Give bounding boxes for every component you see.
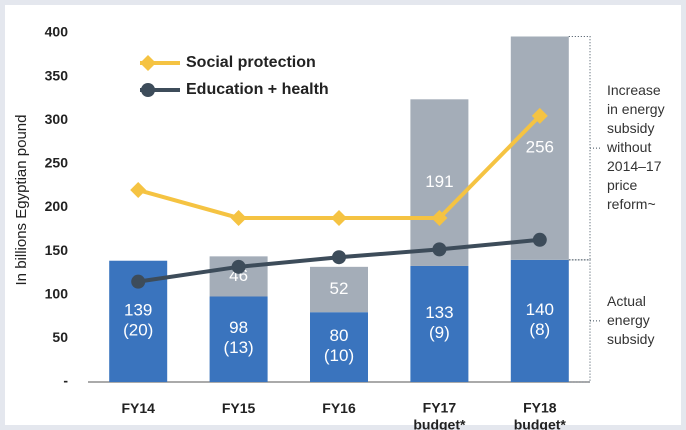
y-tick-label: 300 xyxy=(45,111,69,127)
y-tick-label: 200 xyxy=(45,198,69,214)
x-tick-label: FY14 xyxy=(121,400,155,416)
line-marker xyxy=(332,250,346,265)
data-label: 52 xyxy=(330,279,349,298)
data-label: 140 (8) xyxy=(526,300,554,339)
data-label: 80 (10) xyxy=(324,327,354,366)
line-marker xyxy=(131,274,146,289)
line-marker xyxy=(431,209,448,226)
data-label: 133 (9) xyxy=(425,303,453,342)
line-marker xyxy=(141,83,155,97)
line-marker xyxy=(531,107,548,124)
line-marker xyxy=(532,232,547,247)
y-tick-label: - xyxy=(63,373,68,389)
y-tick-label: 250 xyxy=(45,155,69,171)
legend-label: Social protection xyxy=(186,54,316,71)
data-label: 256 xyxy=(526,138,554,157)
line-marker xyxy=(140,55,156,71)
bar-segment xyxy=(410,265,469,382)
y-tick-label: 400 xyxy=(45,24,69,40)
data-label: 98 (13) xyxy=(223,319,253,358)
y-tick-label: 50 xyxy=(52,329,68,345)
x-tick-label: FY16 xyxy=(322,400,356,416)
x-tick-label: FY18 budget* xyxy=(514,399,567,430)
line-marker xyxy=(231,259,246,274)
y-axis-label: In billions Egyptian pound xyxy=(13,115,30,286)
bar-segment xyxy=(310,312,368,382)
y-tick-label: 100 xyxy=(45,285,69,301)
data-label: 139 (20) xyxy=(123,301,153,340)
line-marker xyxy=(432,242,447,257)
legend-label: Education + health xyxy=(186,81,329,98)
bar-segment xyxy=(510,259,569,382)
line-marker xyxy=(331,209,347,226)
line-marker xyxy=(130,182,147,199)
bar-segment xyxy=(310,266,368,313)
bar-segment xyxy=(410,99,469,266)
bar-segment xyxy=(510,36,569,260)
y-tick-label: 150 xyxy=(45,242,69,258)
bracket xyxy=(568,259,591,383)
y-tick-label: 350 xyxy=(45,67,69,83)
x-tick-label: FY17 budget* xyxy=(413,399,466,430)
line-marker xyxy=(230,209,247,226)
bar-segment xyxy=(209,296,268,382)
x-tick-label: FY15 xyxy=(222,400,256,416)
data-label: 191 xyxy=(425,172,453,191)
annotation: Increase in energy subsidy without 2014–17 pr… xyxy=(606,82,665,212)
annotation: Actual energy subsidy xyxy=(607,293,654,347)
